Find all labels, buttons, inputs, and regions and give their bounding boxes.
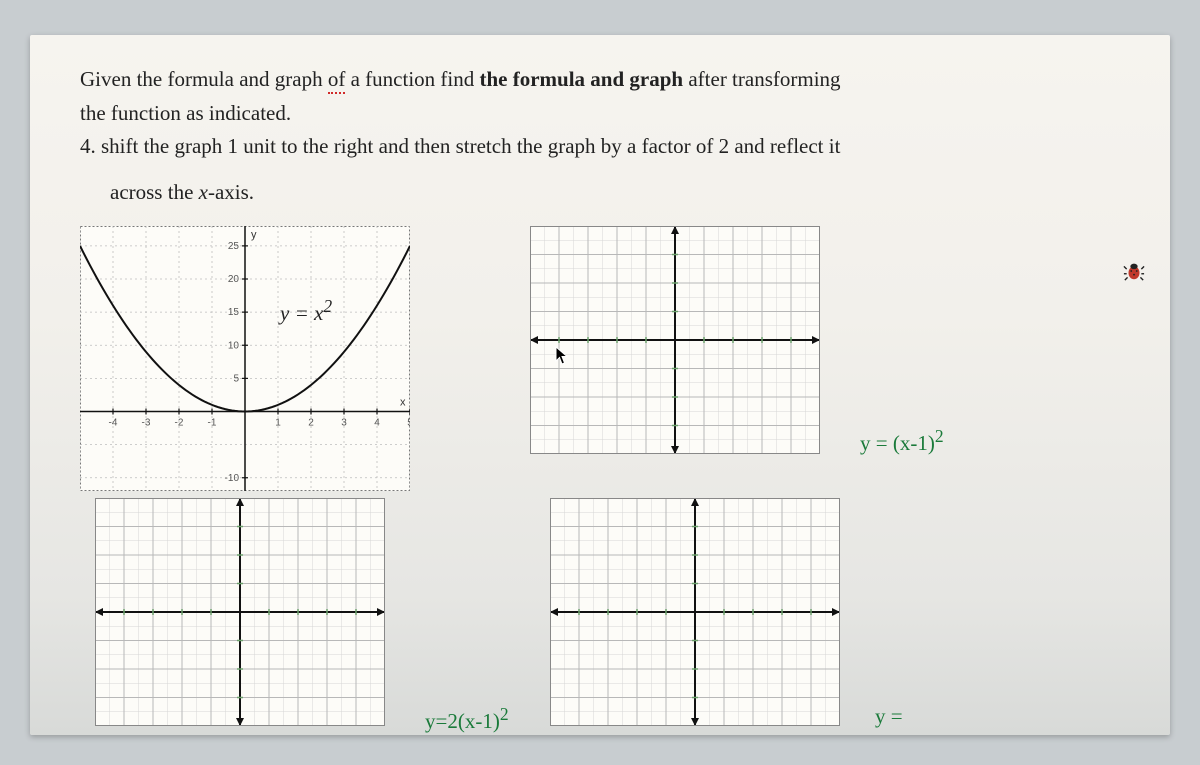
svg-text:3: 3 bbox=[341, 417, 347, 428]
svg-text:-2: -2 bbox=[175, 417, 184, 428]
intro-post: after transforming bbox=[683, 67, 840, 91]
graph-blank-bottom-left bbox=[95, 498, 385, 726]
graph3-equation: y=2(x-1)2 bbox=[425, 704, 509, 734]
graph1-equation: y = x2 bbox=[280, 296, 332, 326]
graph3-eq-sup: 2 bbox=[500, 704, 509, 724]
svg-text:y: y bbox=[251, 229, 257, 241]
question-line1: 4. shift the graph 1 unit to the right a… bbox=[80, 134, 1120, 159]
intro-mid: a function find bbox=[345, 67, 479, 91]
svg-text:4: 4 bbox=[374, 417, 380, 428]
bug-icon[interactable] bbox=[1123, 260, 1145, 282]
svg-text:5: 5 bbox=[233, 373, 239, 384]
intro-bold: the formula and graph bbox=[479, 67, 683, 91]
graph4-equation: y = bbox=[875, 704, 903, 729]
graph-parabola: -4 -3 -2 -1 1 2 3 4 5 25 20 15 10 5 -10 y x bbox=[80, 226, 410, 491]
question-number: 4. bbox=[80, 134, 96, 158]
graph1-eq-sup: 2 bbox=[323, 296, 332, 316]
q-axis-suffix: -axis. bbox=[208, 180, 254, 204]
q-line2-pre: across the bbox=[110, 180, 199, 204]
svg-text:25: 25 bbox=[228, 241, 240, 252]
svg-text:20: 20 bbox=[228, 274, 240, 285]
mouse-cursor-icon bbox=[555, 346, 569, 366]
worksheet-page: Given the formula and graph of a functio… bbox=[30, 35, 1170, 735]
intro-line2: the function as indicated. bbox=[80, 99, 1120, 127]
intro-of-underlined: of bbox=[328, 67, 346, 94]
svg-text:-10: -10 bbox=[225, 472, 240, 483]
graph3-eq-text: y=2(x-1) bbox=[425, 709, 500, 733]
graph2-eq-text: y = (x-1) bbox=[860, 431, 935, 455]
svg-text:-1: -1 bbox=[208, 417, 217, 428]
svg-text:10: 10 bbox=[228, 340, 240, 351]
graph2-eq-sup: 2 bbox=[935, 426, 944, 446]
svg-text:x: x bbox=[400, 396, 406, 408]
intro-pre: Given the formula and graph bbox=[80, 67, 328, 91]
svg-text:1: 1 bbox=[275, 417, 281, 428]
svg-text:-4: -4 bbox=[109, 417, 118, 428]
intro-line1: Given the formula and graph of a functio… bbox=[80, 65, 1120, 93]
graph1-eq-text: y = x bbox=[280, 301, 323, 325]
graph2-equation: y = (x-1)2 bbox=[860, 426, 944, 456]
question-body: shift the graph 1 unit to the right and … bbox=[96, 134, 841, 158]
graph-blank-bottom-right bbox=[550, 498, 840, 726]
svg-text:-3: -3 bbox=[142, 417, 151, 428]
svg-text:5: 5 bbox=[407, 417, 410, 428]
svg-text:15: 15 bbox=[228, 307, 240, 318]
svg-text:2: 2 bbox=[308, 417, 314, 428]
q-xvar: x bbox=[199, 180, 208, 204]
graphs-area: -4-3-2-112345252015105-10yx y = x2 y = (… bbox=[80, 226, 1120, 746]
graph-blank-top-right bbox=[530, 226, 820, 454]
question-line2: across the x-axis. bbox=[110, 180, 1120, 205]
